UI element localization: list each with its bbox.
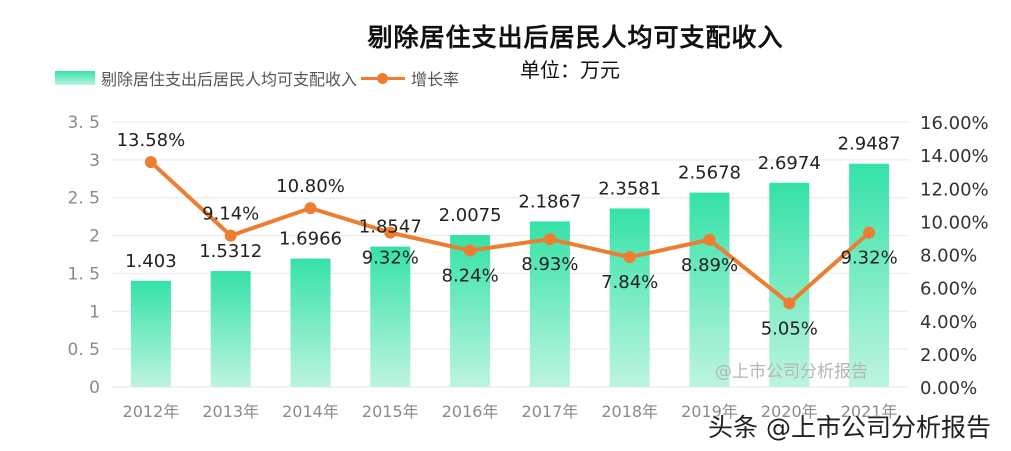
growth-line bbox=[149, 160, 871, 306]
left-axis: 0 0. 5 1 1. 5 2 2. 5 3 3. 5 bbox=[68, 113, 100, 398]
line-point bbox=[863, 226, 876, 239]
x-axis-tick: 2017年 bbox=[522, 402, 579, 421]
line-series bbox=[144, 156, 876, 310]
x-axis-tick: 2018年 bbox=[601, 402, 658, 421]
bar bbox=[290, 258, 331, 387]
right-axis-tick: 0.00% bbox=[920, 378, 977, 399]
bar bbox=[689, 192, 730, 387]
bar-value-label: 2.1867 bbox=[518, 191, 581, 212]
left-axis-tick: 1. 5 bbox=[68, 264, 100, 284]
growth-rate-label: 8.93% bbox=[521, 254, 578, 275]
bar bbox=[210, 271, 251, 387]
left-axis-tick: 0 bbox=[89, 378, 100, 398]
watermark: @上市公司分析报告 bbox=[715, 362, 868, 382]
bar bbox=[370, 246, 411, 387]
bar-value-label: 2.6974 bbox=[758, 153, 821, 174]
bar-value-label: 2.0075 bbox=[439, 205, 502, 226]
growth-rate-label: 9.32% bbox=[362, 248, 419, 269]
growth-rate-label: 9.32% bbox=[841, 248, 898, 269]
bar bbox=[849, 163, 890, 387]
bar bbox=[130, 280, 171, 387]
growth-rate-label: 9.14% bbox=[202, 204, 259, 225]
x-axis-tick: 2013年 bbox=[202, 402, 259, 421]
bar bbox=[529, 221, 570, 387]
line-point bbox=[224, 229, 237, 242]
footer-watermark: 头条 @上市公司分析报告 bbox=[708, 413, 991, 442]
bar-value-label: 1.5312 bbox=[199, 241, 262, 262]
right-axis-tick: 16.00% bbox=[920, 113, 989, 134]
line-legend-marker-icon bbox=[361, 71, 406, 85]
x-axis-tick: 2015年 bbox=[362, 402, 419, 421]
chart-title: 剔除居住支出后居民人均可支配收入 bbox=[367, 23, 784, 52]
line-legend-label: 增长率 bbox=[411, 70, 460, 89]
growth-rate-label: 8.24% bbox=[442, 266, 499, 287]
growth-rate-label: 10.80% bbox=[276, 176, 345, 197]
x-axis-tick: 2019年 bbox=[681, 402, 738, 421]
bar-value-label: 2.3581 bbox=[598, 178, 661, 199]
x-axis-tick: 2012年 bbox=[123, 402, 180, 421]
left-axis-tick: 2 bbox=[89, 227, 100, 247]
growth-rate-label: 13.58% bbox=[117, 130, 186, 151]
bar bbox=[769, 182, 810, 387]
left-axis-tick: 3. 5 bbox=[68, 113, 100, 133]
line-point bbox=[384, 226, 397, 239]
growth-rate-label: 7.84% bbox=[601, 272, 658, 293]
right-axis-tick: 14.00% bbox=[920, 146, 989, 167]
left-axis-tick: 1 bbox=[89, 302, 100, 322]
bar-value-label: 1.6966 bbox=[279, 229, 342, 250]
right-axis-tick: 6.00% bbox=[920, 279, 977, 300]
line-point bbox=[623, 251, 636, 264]
line-value-labels: 13.58% 9.14% 10.80% 9.32% 8.24% 8.93% 7.84% 8.8… bbox=[117, 130, 898, 339]
growth-rate-label: 8.89% bbox=[681, 255, 738, 276]
x-axis-tick: 2020年 bbox=[761, 402, 818, 421]
left-axis-tick: 3 bbox=[89, 151, 100, 171]
x-axis-tick: 2014年 bbox=[282, 402, 339, 421]
right-axis-tick: 10.00% bbox=[920, 212, 989, 233]
line-point bbox=[144, 156, 157, 169]
right-axis-tick: 2.00% bbox=[920, 345, 977, 366]
line-point bbox=[543, 233, 556, 246]
bar-legend-swatch-icon bbox=[55, 71, 95, 85]
right-axis-tick: 8.00% bbox=[920, 246, 977, 267]
bar-legend-label: 剔除居住支出后居民人均可支配收入 bbox=[101, 70, 358, 89]
line-point bbox=[304, 202, 317, 215]
x-axis-tick: 2016年 bbox=[442, 402, 499, 421]
bar-value-label: 1.403 bbox=[125, 251, 177, 272]
x-axis: 2012年 2013年 2014年 2015年 2016年 2017年 2018年 2019年… bbox=[123, 402, 898, 421]
growth-rate-label: 5.05% bbox=[761, 318, 818, 339]
bar-series bbox=[130, 163, 890, 387]
bar bbox=[609, 208, 650, 387]
bar-value-label: 2.5678 bbox=[678, 163, 741, 184]
line-point bbox=[703, 233, 716, 246]
bar-value-labels: 1.403 1.5312 1.6966 1.8547 2.0075 2.1867 2.358… bbox=[125, 134, 900, 272]
line-point bbox=[783, 297, 796, 310]
left-axis-tick: 0. 5 bbox=[68, 340, 100, 360]
bar bbox=[450, 235, 491, 387]
bar-value-label: 2.9487 bbox=[838, 134, 901, 155]
bar-value-label: 1.8547 bbox=[359, 217, 422, 238]
legend: 剔除居住支出后居民人均可支配收入 增长率 bbox=[55, 66, 459, 90]
x-axis-tick: 2021年 bbox=[841, 402, 898, 421]
right-axis-tick: 12.00% bbox=[920, 179, 989, 200]
line-point bbox=[464, 244, 477, 257]
left-axis-tick: 2. 5 bbox=[68, 189, 100, 209]
unit-label: 单位：万元 bbox=[520, 58, 620, 82]
right-axis-tick: 4.00% bbox=[920, 312, 977, 333]
right-axis: 0.00% 2.00% 4.00% 6.00% 8.00% 10.00% 12.00% 14.… bbox=[920, 113, 989, 399]
